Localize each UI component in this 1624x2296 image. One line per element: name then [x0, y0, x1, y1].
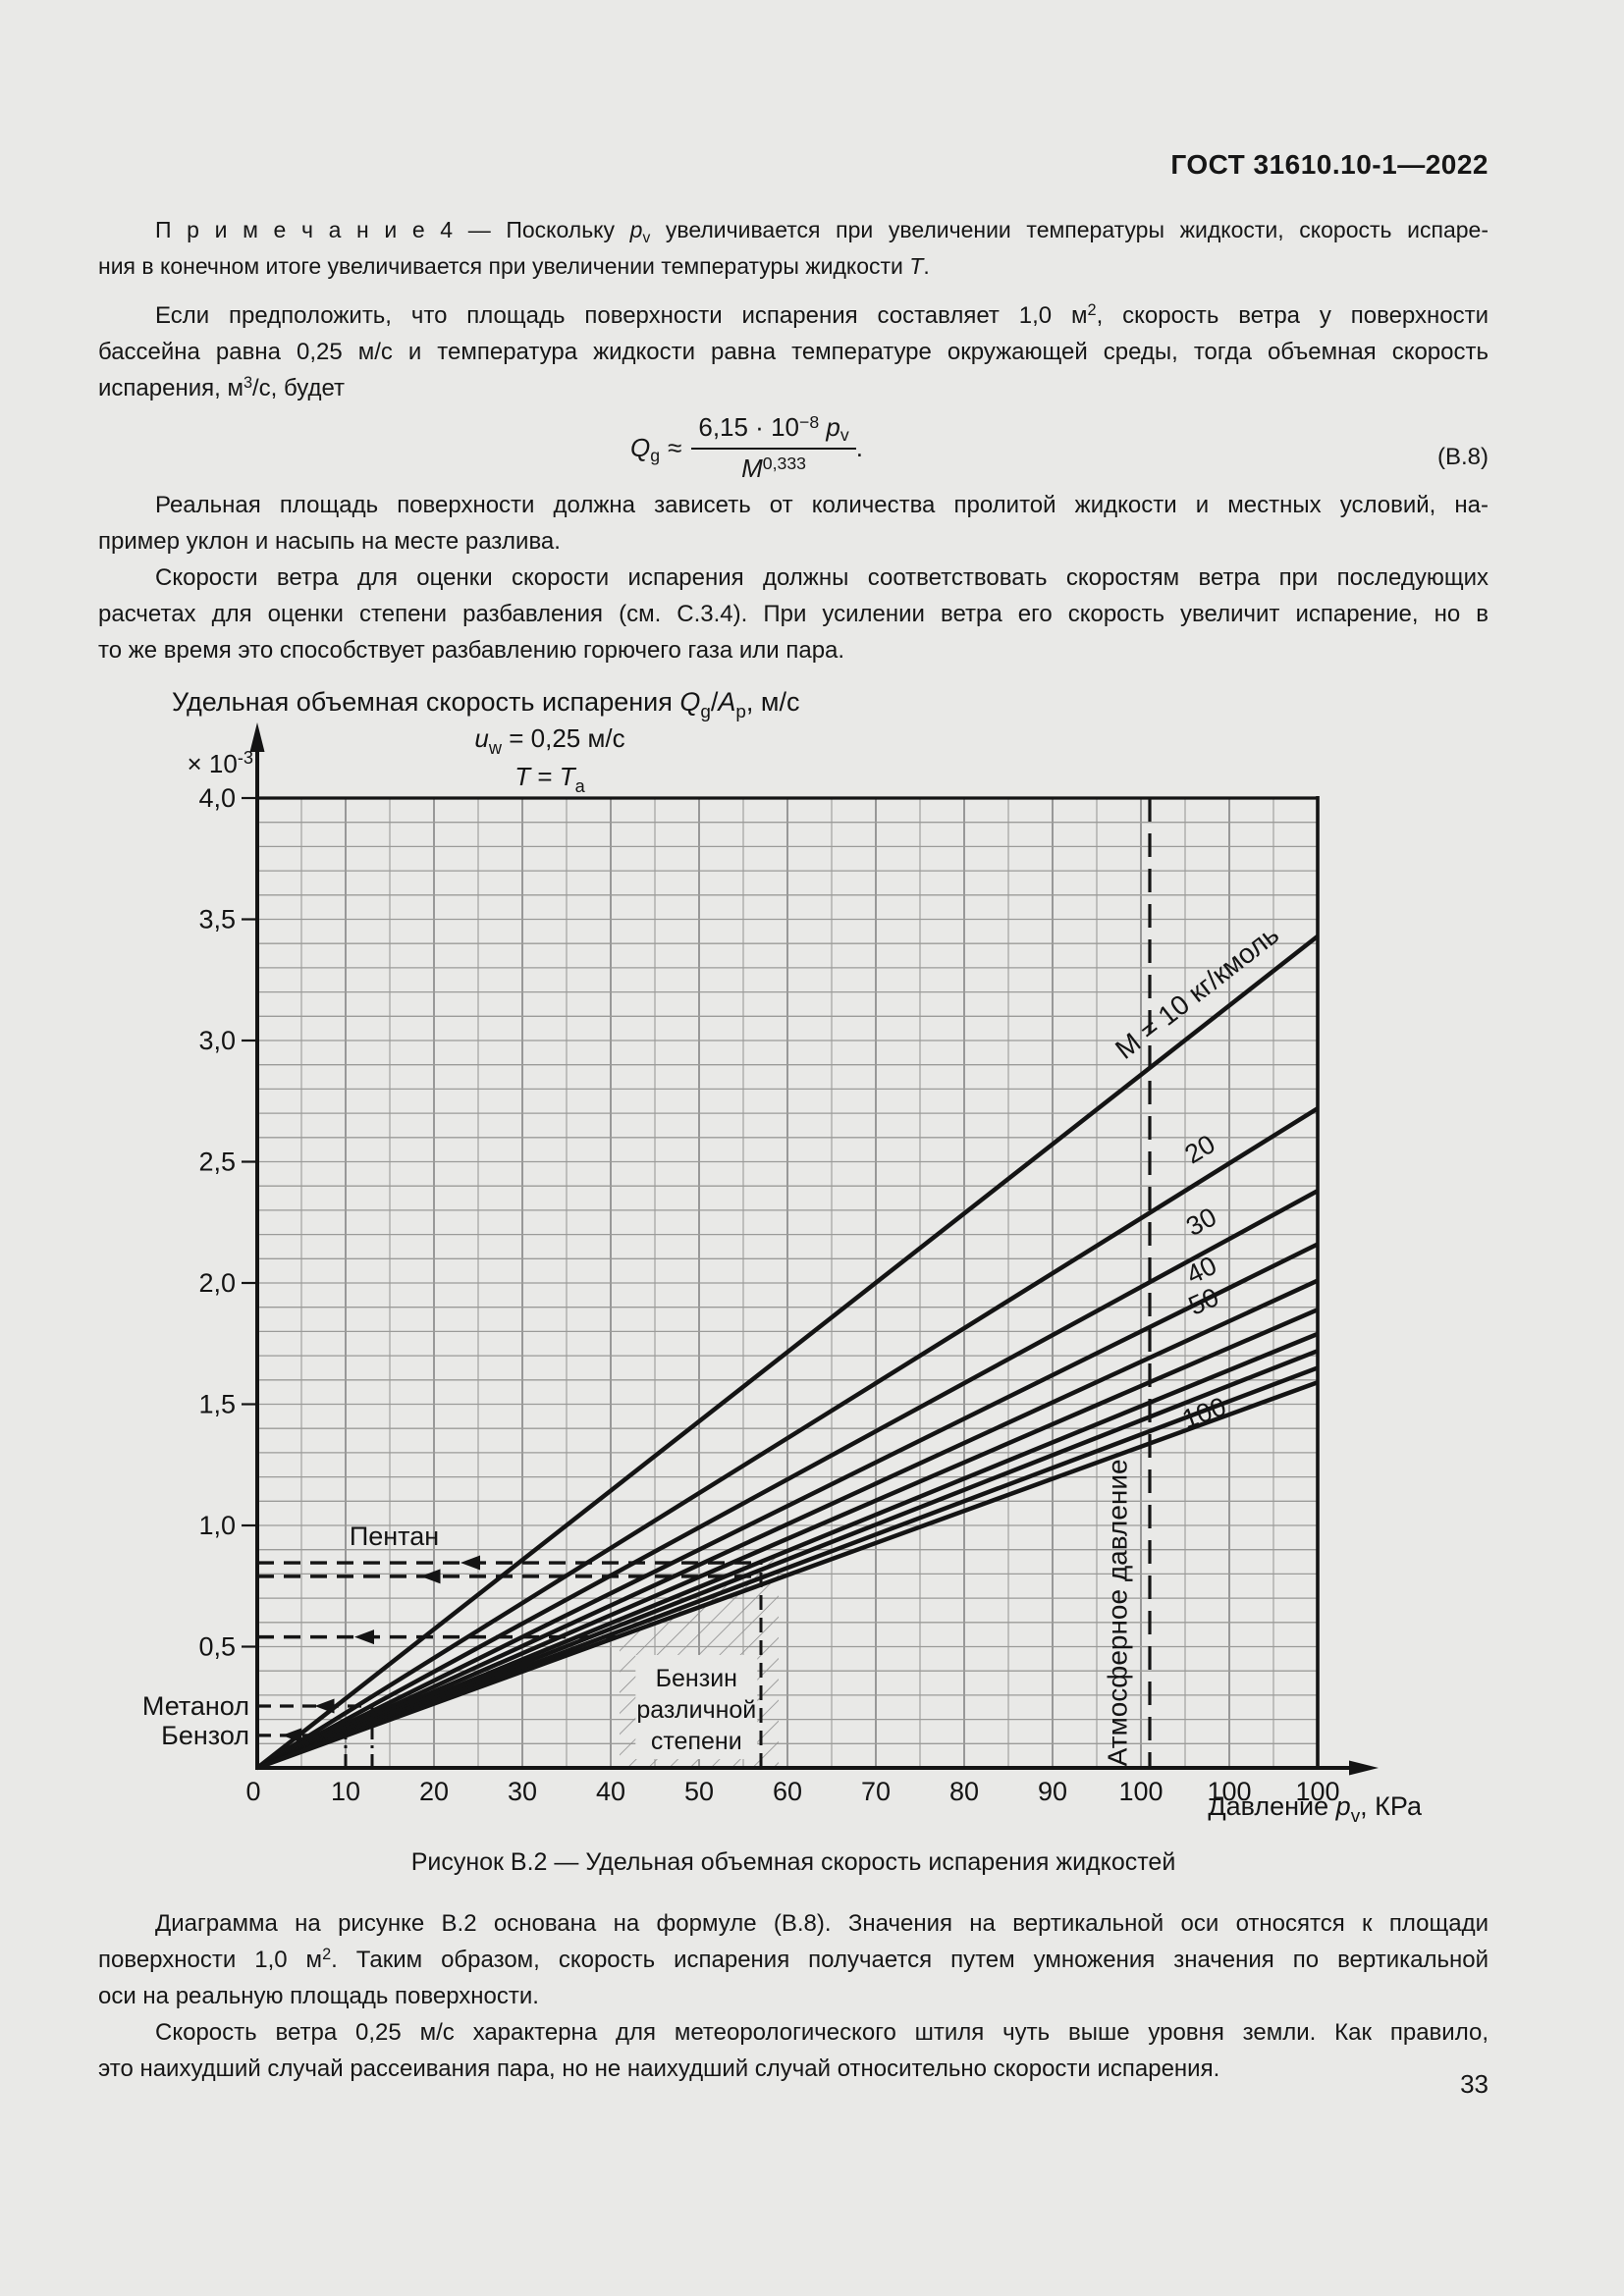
- text-line: Если предположить, что площадь поверхнос…: [155, 301, 1489, 329]
- x-tick-label: 100: [1118, 1777, 1163, 1806]
- y-tick-label: 2,0: [198, 1268, 236, 1298]
- text-line: Скорости ветра для оценки скорости испар…: [155, 564, 1489, 591]
- atmospheric-pressure-line: Атмосферное давление: [1102, 798, 1152, 1768]
- formula-numerator: 6,15 · 10−8 pv: [691, 412, 856, 450]
- gasoline-label-line: различной: [636, 1696, 756, 1724]
- grid: [257, 798, 1318, 1768]
- x-tick-label: 10: [331, 1777, 360, 1806]
- pentane-label: Пентан: [350, 1522, 439, 1551]
- series-label-M30: 30: [1181, 1201, 1221, 1242]
- text-line: испарения, м3/с, будет: [98, 374, 345, 401]
- note-4-paragraph: П р и м е ч а н и е 4 — Поскольку pv уве…: [98, 212, 1489, 285]
- text-line: Реальная площадь поверхности должна зави…: [155, 492, 1489, 518]
- y-tick-label: 3,0: [198, 1026, 236, 1055]
- text-line: П р и м е ч а н и е 4 — Поскольку pv уве…: [155, 217, 1489, 246]
- page-header: ГОСТ 31610.10-1—2022: [1170, 149, 1489, 180]
- approx-sign: ≈: [668, 433, 682, 462]
- text-line: это наихудший случай рассеивания пара, н…: [98, 2056, 1220, 2082]
- x-tick-label: 100: [1207, 1777, 1251, 1806]
- tick-labels: 4,03,53,02,52,01,51,00,50 10 20 30 40 50 60 70 8…: [198, 783, 1339, 1806]
- x-axis-title: Давление pv, КРа: [1208, 1791, 1423, 1827]
- x-tick-label: 20: [419, 1777, 449, 1806]
- axes: [249, 722, 1379, 1776]
- x-tick-label: 0: [245, 1777, 260, 1806]
- gasoline-label-line: степени: [651, 1728, 742, 1755]
- x-tick-label: 90: [1038, 1777, 1067, 1806]
- formula-fraction: 6,15 · 10−8 pv M0,333: [691, 412, 856, 484]
- y-tick-label: 2,5: [198, 1148, 236, 1177]
- formula-b8: Qg ≈ 6,15 · 10−8 pv M0,333 .: [630, 412, 863, 484]
- assumption-paragraph: Если предположить, что площадь поверхнос…: [98, 297, 1489, 406]
- y-tick-label: 3,5: [198, 905, 236, 934]
- methanol-label: Метанол: [142, 1691, 249, 1721]
- text-line: пример уклон и насыпь на месте разлива.: [98, 528, 561, 555]
- benzene-label: Бензол: [161, 1721, 249, 1750]
- text-line: расчетах для оценки степени разбавления …: [98, 601, 1489, 627]
- y-tick-label: 1,0: [198, 1511, 236, 1540]
- series-label-M20: 20: [1180, 1129, 1220, 1169]
- x-tick-label: 60: [773, 1777, 802, 1806]
- text-line: оси на реальную площадь поверхности.: [98, 1983, 539, 2009]
- atmospheric-pressure-label: Атмосферное давление: [1102, 1459, 1132, 1766]
- real-area-paragraph: Реальная площадь поверхности должна зави…: [98, 487, 1489, 560]
- diagram-explanation-paragraph: Диаграмма на рисунке В.2 основана на фор…: [98, 1905, 1489, 2087]
- page-number: 33: [1460, 2069, 1489, 2099]
- y-tick-label: 0,5: [198, 1632, 236, 1662]
- series-label-M50: 50: [1184, 1282, 1223, 1321]
- x-tick-label: 80: [949, 1777, 979, 1806]
- gasoline-label-line: Бензин: [656, 1665, 737, 1692]
- text-line: Диаграмма на рисунке В.2 основана на фор…: [155, 1910, 1489, 1937]
- wind-speed-condition: uw = 0,25 м/с: [474, 723, 624, 758]
- x-tick-label: 50: [684, 1777, 714, 1806]
- chart-titles: Удельная объемная скорость испарения Qg/…: [172, 687, 1423, 1827]
- formula-lhs: Qg: [630, 433, 661, 465]
- text-line: то же время это способствует разбавлению…: [98, 637, 845, 664]
- text-line: поверхности 1,0 м2. Таким образом, скоро…: [98, 1946, 1489, 1973]
- x-tick-label: 30: [508, 1777, 537, 1806]
- y-tick-label: 1,5: [198, 1390, 236, 1419]
- gasoline-region: Бензин различной степени: [620, 1554, 779, 1768]
- text-line: ния в конечном итоге увеличивается при у…: [98, 253, 930, 279]
- text-line: бассейна равна 0,25 м/с и температура жи…: [98, 339, 1489, 365]
- y-tick-label: 4,0: [198, 783, 236, 813]
- wind-speed-paragraph: Скорости ветра для оценки скорости испар…: [98, 560, 1489, 668]
- figure-caption: Рисунок В.2 — Удельная объемная скорость…: [410, 1848, 1176, 1876]
- temperature-condition: T = Ta: [514, 762, 585, 796]
- x-tick-label: 40: [596, 1777, 625, 1806]
- formula-denominator: M0,333: [741, 454, 806, 483]
- x-tick-label: 100: [1295, 1777, 1339, 1806]
- formula-period: .: [855, 433, 863, 462]
- series-label-M40: 40: [1182, 1251, 1221, 1290]
- scale-factor-label: × 10-3: [188, 748, 254, 778]
- y-axis-title: Удельная объемная скорость испарения Qg/…: [172, 687, 800, 722]
- x-tick-label: 70: [861, 1777, 891, 1806]
- equation-number: (В.8): [1436, 444, 1489, 470]
- text-line: Скорость ветра 0,25 м/с характерна для м…: [155, 2019, 1489, 2046]
